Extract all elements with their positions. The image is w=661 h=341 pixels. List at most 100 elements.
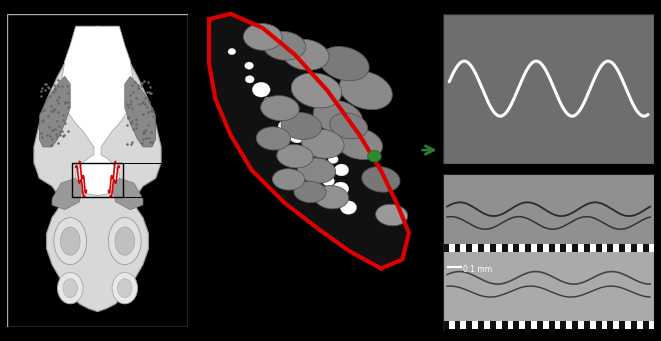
Bar [572,243,578,252]
Bar [642,243,648,252]
Ellipse shape [294,181,326,203]
Ellipse shape [315,186,348,209]
Ellipse shape [112,272,137,304]
Bar [443,243,449,252]
Polygon shape [52,178,83,210]
Circle shape [245,62,253,69]
Bar [566,321,572,329]
Circle shape [315,149,325,158]
Polygon shape [34,26,161,312]
Bar [578,243,584,252]
Bar [467,321,472,329]
Circle shape [340,201,356,214]
Bar [637,321,642,329]
Bar [472,243,478,252]
Bar [637,243,642,252]
Bar [455,321,461,329]
Bar [449,321,455,329]
Ellipse shape [336,128,383,160]
Circle shape [303,154,311,161]
Circle shape [277,103,288,112]
Bar [561,321,566,329]
Bar [514,243,520,252]
Ellipse shape [243,24,282,50]
Ellipse shape [60,227,80,255]
Bar [443,174,654,244]
Bar [472,321,478,329]
Bar [502,243,508,252]
Ellipse shape [58,272,83,304]
Bar [72,163,123,197]
Ellipse shape [108,218,141,265]
Bar [648,243,654,252]
Bar [578,321,584,329]
Ellipse shape [54,218,87,265]
Bar [496,321,502,329]
Ellipse shape [297,158,336,183]
Ellipse shape [263,31,305,60]
Bar [642,321,648,329]
Ellipse shape [277,145,313,168]
Ellipse shape [272,169,305,190]
Bar [596,321,602,329]
Bar [590,321,596,329]
Bar [566,243,572,252]
Bar [625,321,631,329]
Bar [607,321,613,329]
Bar [619,321,625,329]
Bar [543,321,549,329]
Bar [484,243,490,252]
Bar [537,243,543,252]
Bar [572,321,578,329]
Bar [631,321,637,329]
Bar [555,243,561,252]
Bar [490,321,496,329]
Bar [520,243,525,252]
Circle shape [253,82,270,97]
Bar [443,321,449,329]
Ellipse shape [260,95,299,121]
Bar [555,321,561,329]
Bar [561,243,566,252]
Bar [508,321,514,329]
Bar [648,321,654,329]
Bar [631,243,637,252]
Text: mm: mm [25,314,41,323]
Bar [584,321,590,329]
Circle shape [315,140,324,147]
Bar [619,243,625,252]
Ellipse shape [282,39,329,70]
Bar [602,243,607,252]
Circle shape [228,48,236,55]
Circle shape [317,159,329,168]
Bar [613,321,619,329]
Text: eₓ: eₓ [60,37,71,47]
Bar [549,243,555,252]
Circle shape [299,147,307,154]
Bar [537,321,543,329]
Bar [514,321,520,329]
Bar [478,321,484,329]
Bar [467,243,472,252]
Bar [543,243,549,252]
Bar [607,243,613,252]
Bar [490,243,496,252]
Bar [549,321,555,329]
Circle shape [329,155,338,163]
Ellipse shape [362,167,400,192]
Bar [461,321,467,329]
Ellipse shape [281,113,322,139]
Bar [478,243,484,252]
Bar [525,243,531,252]
Polygon shape [125,76,156,147]
Circle shape [264,97,274,105]
Ellipse shape [313,100,363,134]
Bar [508,243,514,252]
Circle shape [278,120,293,133]
Ellipse shape [330,113,368,139]
Bar [531,321,537,329]
Ellipse shape [292,73,342,108]
Circle shape [332,182,349,195]
Bar [584,243,590,252]
Bar [443,252,654,321]
